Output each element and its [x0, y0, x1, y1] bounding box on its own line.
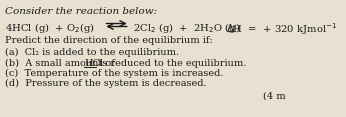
Text: Predict the direction of the equilibrium if:: Predict the direction of the equilibrium…	[5, 36, 213, 45]
Text: (4 m: (4 m	[263, 92, 285, 101]
Text: (d)  Pressure of the system is decreased.: (d) Pressure of the system is decreased.	[5, 79, 207, 88]
Text: $\Delta$H  =  + 320 kJmol$^{-1}$: $\Delta$H = + 320 kJmol$^{-1}$	[226, 21, 337, 37]
Text: (a)  Cl₂ is added to the equilibrium.: (a) Cl₂ is added to the equilibrium.	[5, 48, 179, 57]
Text: HCl: HCl	[84, 59, 103, 68]
Text: 4HCl (g)  + O$_2$(g): 4HCl (g) + O$_2$(g)	[5, 21, 95, 35]
Text: (c)  Temperature of the system is increased.: (c) Temperature of the system is increas…	[5, 69, 224, 78]
Text: (b)  A small amount of: (b) A small amount of	[5, 59, 118, 68]
Text: is reduced to the equilibrium.: is reduced to the equilibrium.	[97, 59, 247, 68]
Text: Consider the reaction below:: Consider the reaction below:	[5, 7, 157, 16]
Text: 2Cl$_2$ (g)  +  2H$_2$O (g): 2Cl$_2$ (g) + 2H$_2$O (g)	[133, 21, 240, 35]
